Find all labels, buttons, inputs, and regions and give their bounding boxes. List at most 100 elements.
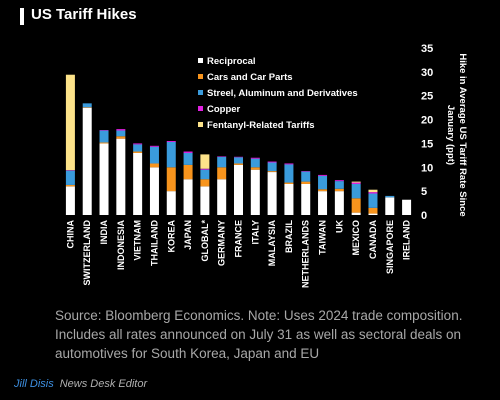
bar-segment	[217, 156, 227, 168]
legend-label: Reciprocal	[207, 56, 256, 67]
bar-segment	[284, 163, 294, 165]
bar-segment	[267, 161, 277, 163]
author-role: News Desk Editor	[59, 378, 148, 390]
bar-segment	[351, 198, 361, 213]
bar-segment	[301, 171, 311, 182]
bar-segment	[267, 171, 277, 173]
bar-segment	[99, 130, 109, 143]
bar-segment	[183, 152, 193, 165]
bar-segment	[82, 103, 92, 108]
bar-segment	[368, 213, 378, 215]
bar-segment	[318, 174, 328, 176]
bar-segment	[250, 158, 260, 168]
bar-segment	[200, 179, 210, 187]
legend-swatch	[198, 58, 203, 63]
bar-segment	[351, 182, 361, 184]
bar-segment	[318, 189, 328, 192]
bar-segment	[65, 186, 75, 215]
bar-segment	[149, 163, 159, 168]
x-tick-label: GLOBAL*	[200, 220, 210, 262]
bar-segment	[318, 191, 328, 215]
bar-segment	[351, 183, 361, 199]
x-tick-label: GERMANY	[217, 220, 227, 266]
x-tick-label: INDIA	[99, 220, 109, 245]
bar-segment	[334, 188, 344, 192]
bar-segment	[149, 167, 159, 215]
bar-segment	[200, 186, 210, 215]
source-note: Source: Bloomberg Economics. Note: Uses …	[55, 308, 463, 361]
bar-segment	[250, 169, 260, 215]
bar-segment	[166, 167, 176, 192]
bar-segment	[133, 144, 143, 152]
x-tick-label: UK	[334, 220, 344, 233]
x-tick-label: THAILAND	[149, 220, 159, 266]
bar-segment	[402, 199, 412, 215]
bar-segment	[200, 169, 210, 180]
legend-swatch	[198, 74, 203, 79]
bar-segment	[385, 197, 395, 215]
bar-segment	[318, 175, 328, 190]
x-tick-label: MALAYSIA	[267, 220, 277, 267]
bar-segment	[149, 145, 159, 147]
legend-label: Streel, Aluminum and Derivatives	[207, 88, 358, 99]
bar-segment	[234, 163, 243, 165]
bar-segment	[284, 182, 294, 184]
legend-swatch	[198, 122, 203, 127]
author-name[interactable]: Jill Disis	[14, 378, 54, 390]
y-axis-label: Hike in Average US Tariff Rate Since Jan…	[445, 53, 468, 217]
bar-segment	[301, 183, 311, 215]
title-accent	[20, 8, 24, 25]
x-tick-label: VIETNAM	[133, 220, 143, 261]
bar-segment	[368, 189, 378, 193]
bar-segment	[284, 164, 294, 183]
bar-segment	[385, 195, 395, 198]
byline: Jill Disis News Desk Editor	[14, 378, 147, 390]
x-tick-label: ITALY	[250, 220, 260, 245]
legend-label: Copper	[207, 104, 241, 115]
x-tick-label: FRANCE	[234, 220, 244, 258]
bar-segment	[200, 154, 210, 169]
bar-segment	[116, 136, 126, 139]
bar-segment	[267, 162, 277, 172]
legend-label: Cars and Car Parts	[207, 72, 293, 83]
x-tick-label: SWITZERLAND	[82, 220, 92, 286]
x-tick-label: BRAZIL	[284, 220, 294, 253]
x-tick-label: CHINA	[65, 220, 75, 249]
x-tick-label: JAPAN	[183, 220, 193, 250]
bar-segment	[183, 164, 193, 180]
legend-swatch	[198, 90, 203, 95]
legend-background	[190, 52, 380, 134]
bar-segment	[183, 151, 193, 153]
bar-segment	[65, 184, 75, 187]
bar-segment	[166, 191, 176, 215]
bar-segment	[301, 181, 311, 184]
x-tick-label: TAIWAN	[318, 220, 328, 255]
bar-segment	[267, 172, 277, 215]
bar-segment	[234, 157, 243, 164]
y-tick-label: 30	[421, 67, 433, 79]
bar-segment	[65, 170, 75, 185]
bar-segment	[234, 164, 243, 215]
bar-segment	[250, 167, 260, 170]
bar-segment	[368, 207, 378, 214]
y-tick-label: 15	[421, 138, 433, 150]
y-tick-label: 0	[421, 210, 427, 222]
legend-swatch	[198, 106, 203, 111]
bar-segment	[200, 168, 210, 170]
y-tick-label: 35	[421, 43, 433, 55]
x-tick-label: IRELAND	[402, 220, 412, 260]
bar-segment	[133, 152, 143, 215]
y-tick-label: 10	[421, 162, 433, 174]
bar-segment	[116, 138, 126, 215]
bar-segment	[133, 143, 143, 145]
bar-segment	[149, 146, 159, 164]
legend: Reciprocal Cars and Car Parts Streel, Alum…	[190, 52, 380, 134]
bar-segment	[99, 143, 109, 215]
bar-segment	[217, 179, 227, 215]
legend-label: Fentanyl-Related Tariffs	[207, 120, 315, 131]
bar-segment	[82, 107, 92, 215]
bar-segment	[65, 74, 75, 171]
x-tick-label: NETHERLANDS	[301, 220, 311, 288]
bar-segment	[351, 212, 361, 215]
